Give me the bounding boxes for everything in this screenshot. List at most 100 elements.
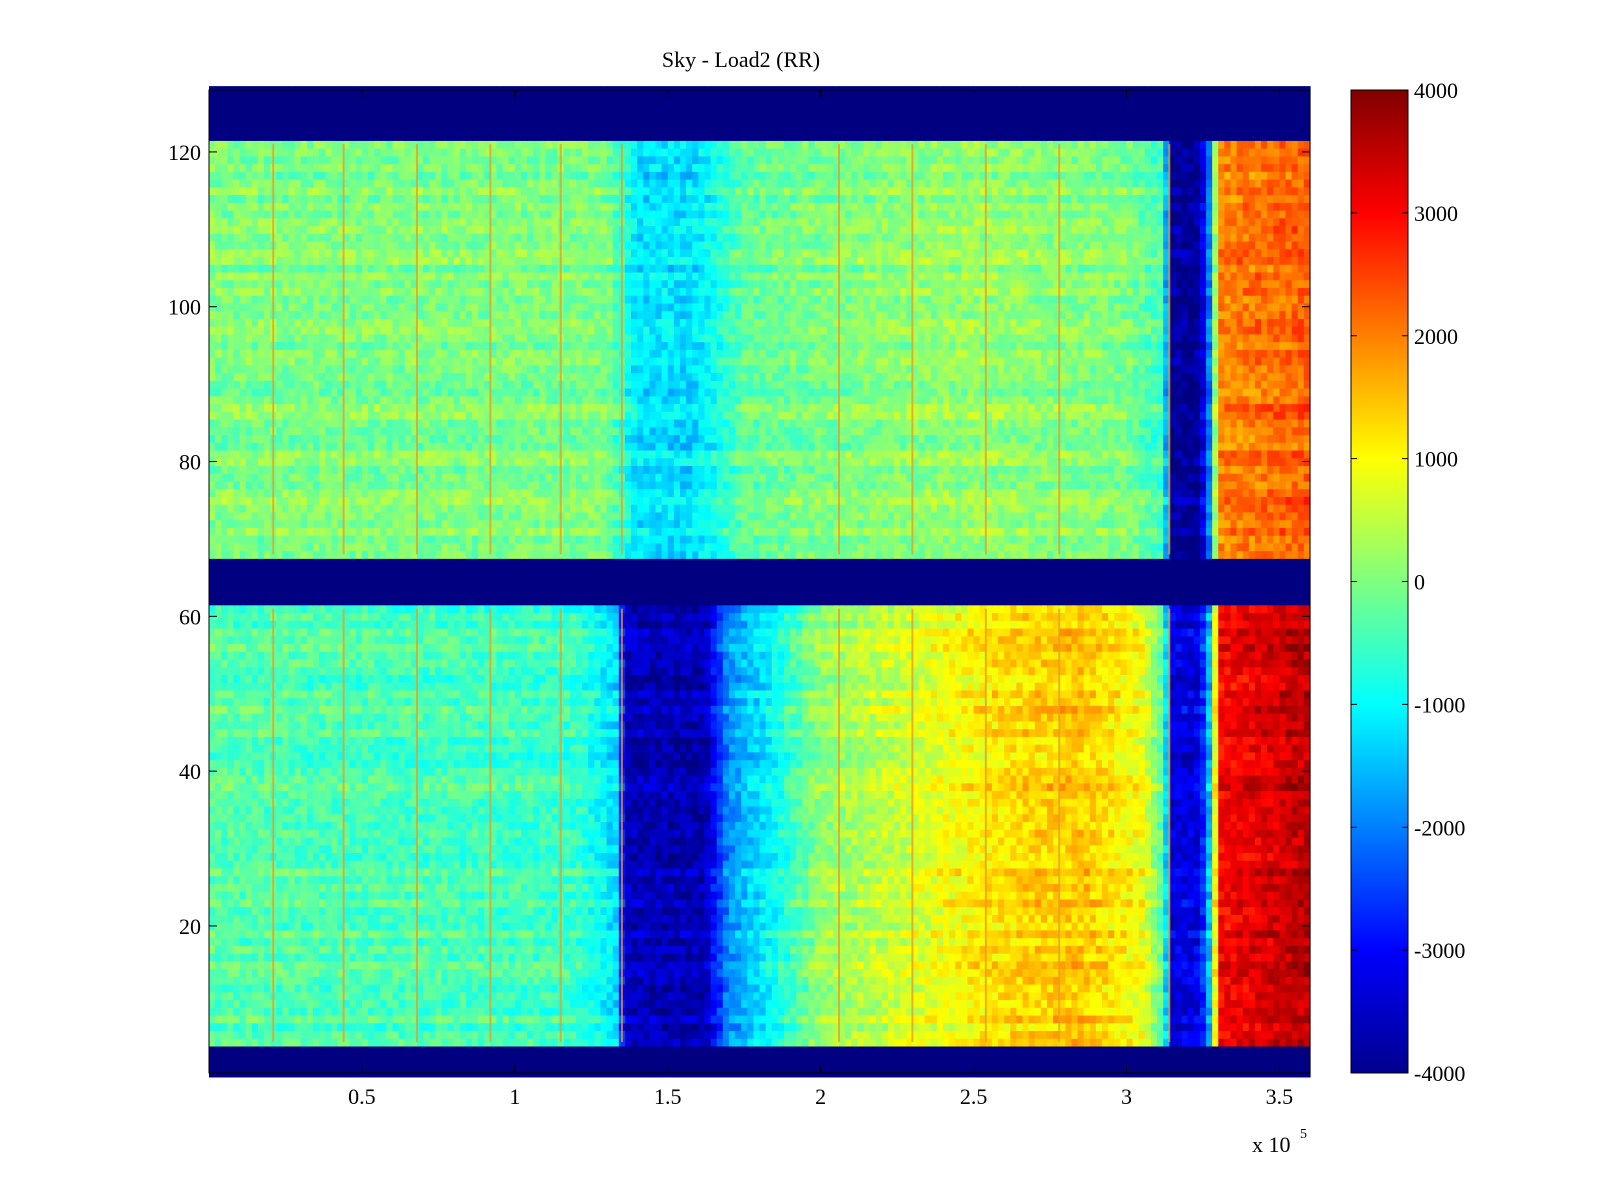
heatmap-cell bbox=[674, 1038, 681, 1046]
heatmap-cell bbox=[295, 1015, 302, 1023]
heatmap-cell bbox=[760, 999, 767, 1007]
heatmap-cell bbox=[1127, 1046, 1134, 1054]
heatmap-cell bbox=[1029, 1023, 1036, 1031]
heatmap-cell bbox=[1096, 1061, 1103, 1069]
heatmap-cell bbox=[545, 1038, 552, 1046]
heatmap-cell bbox=[460, 999, 467, 1007]
heatmap-cell bbox=[925, 999, 932, 1007]
heatmap-cell bbox=[527, 1038, 534, 1046]
heatmap-cell bbox=[282, 992, 289, 1000]
heatmap-cell bbox=[839, 1023, 846, 1031]
heatmap-cell bbox=[319, 992, 326, 1000]
heatmap-cell bbox=[435, 1030, 442, 1038]
heatmap-cell bbox=[362, 1038, 369, 1046]
heatmap-cell bbox=[527, 1007, 534, 1015]
heatmap-cell bbox=[478, 999, 485, 1007]
heatmap-cell bbox=[704, 1015, 711, 1023]
heatmap-cell bbox=[772, 1061, 779, 1069]
heatmap-cell bbox=[1224, 1038, 1231, 1046]
heatmap-cell bbox=[1035, 1015, 1042, 1023]
heatmap-cell bbox=[704, 1054, 711, 1062]
heatmap-cell bbox=[607, 1054, 614, 1062]
heatmap-cell bbox=[674, 999, 681, 1007]
heatmap-cell bbox=[1145, 999, 1152, 1007]
heatmap-cell bbox=[399, 1054, 406, 1062]
heatmap-cell bbox=[393, 1046, 400, 1054]
heatmap-cell bbox=[1023, 1046, 1030, 1054]
heatmap-cell bbox=[900, 1030, 907, 1038]
heatmap-cell bbox=[600, 1038, 607, 1046]
heatmap-cell bbox=[429, 1023, 436, 1031]
heatmap-cell bbox=[717, 1023, 724, 1031]
heatmap-cell bbox=[1139, 1007, 1146, 1015]
heatmap-cell bbox=[851, 1061, 858, 1069]
heatmap-cell bbox=[625, 999, 632, 1007]
heatmap-cell bbox=[937, 1061, 944, 1069]
heatmap-cell bbox=[741, 1038, 748, 1046]
heatmap-cell bbox=[735, 1023, 742, 1031]
heatmap-cell bbox=[570, 1007, 577, 1015]
heatmap-cell bbox=[521, 1007, 528, 1015]
heatmap-cell bbox=[344, 992, 351, 1000]
heatmap-cell bbox=[766, 1030, 773, 1038]
heatmap-cell bbox=[1212, 1007, 1219, 1015]
heatmap-cell bbox=[496, 1015, 503, 1023]
heatmap-cell bbox=[1059, 1007, 1066, 1015]
heatmap-cell bbox=[435, 1061, 442, 1069]
heatmap-cell bbox=[1090, 1061, 1097, 1069]
heatmap-cell bbox=[692, 1054, 699, 1062]
heatmap-cell bbox=[625, 1061, 632, 1069]
heatmap-cell bbox=[405, 1054, 412, 1062]
heatmap-cell bbox=[766, 1015, 773, 1023]
heatmap-cell bbox=[374, 1046, 381, 1054]
heatmap-cell bbox=[515, 999, 522, 1007]
heatmap-cell bbox=[986, 1046, 993, 1054]
heatmap-cell bbox=[772, 1054, 779, 1062]
heatmap-cell bbox=[1004, 1030, 1011, 1038]
heatmap-cell bbox=[631, 1007, 638, 1015]
heatmap-cell bbox=[1194, 999, 1201, 1007]
heatmap-cell bbox=[992, 1030, 999, 1038]
heatmap-cell bbox=[1206, 1046, 1213, 1054]
heatmap-cell bbox=[1230, 1015, 1237, 1023]
heatmap-cell bbox=[331, 1030, 338, 1038]
heatmap-cell bbox=[282, 1054, 289, 1062]
heatmap-cell bbox=[704, 1007, 711, 1015]
heatmap-cell bbox=[246, 1030, 253, 1038]
heatmap-cell bbox=[974, 999, 981, 1007]
heatmap-cell bbox=[747, 1038, 754, 1046]
heatmap-cell bbox=[527, 1046, 534, 1054]
heatmap-cell bbox=[729, 1054, 736, 1062]
heatmap-cell bbox=[827, 1015, 834, 1023]
heatmap-cell bbox=[1255, 1007, 1262, 1015]
heatmap-cell bbox=[1279, 1061, 1286, 1069]
heatmap-cell bbox=[1004, 1007, 1011, 1015]
heatmap-cell bbox=[521, 992, 528, 1000]
heatmap-cell bbox=[790, 999, 797, 1007]
heatmap-cell bbox=[790, 1038, 797, 1046]
heatmap-cell bbox=[344, 1007, 351, 1015]
heatmap-cell bbox=[227, 1015, 234, 1023]
heatmap-cell bbox=[533, 1038, 540, 1046]
heatmap-cell bbox=[350, 1038, 357, 1046]
heatmap-cell bbox=[1292, 1007, 1299, 1015]
heatmap-cell bbox=[301, 999, 308, 1007]
heatmap-cell bbox=[276, 1030, 283, 1038]
heatmap-cell bbox=[460, 992, 467, 1000]
heatmap-cell bbox=[594, 1023, 601, 1031]
heatmap-cell bbox=[851, 999, 858, 1007]
heatmap-cell bbox=[276, 1054, 283, 1062]
heatmap-cell bbox=[704, 1023, 711, 1031]
heatmap-cell bbox=[564, 1061, 571, 1069]
heatmap-cell bbox=[1267, 1038, 1274, 1046]
heatmap-cell bbox=[1261, 1023, 1268, 1031]
heatmap-cell bbox=[466, 1054, 473, 1062]
heatmap-cell bbox=[1151, 1061, 1158, 1069]
heatmap-cell bbox=[258, 1030, 265, 1038]
heatmap-cell bbox=[857, 1023, 864, 1031]
heatmap-cell bbox=[472, 1046, 479, 1054]
heatmap-cell bbox=[747, 1054, 754, 1062]
heatmap-cell bbox=[466, 1061, 473, 1069]
heatmap-cell bbox=[613, 999, 620, 1007]
heatmap-cell bbox=[735, 1054, 742, 1062]
